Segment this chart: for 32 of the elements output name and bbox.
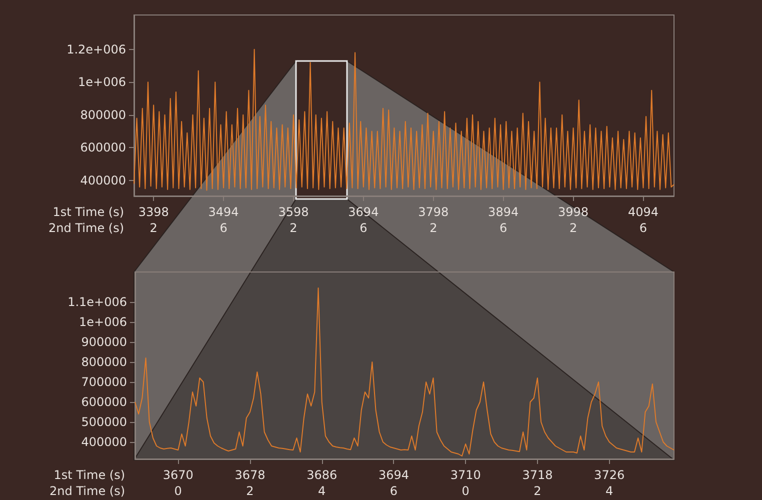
x-tick-label: 3686 4 [306,468,338,498]
x-tick-label: 3718 2 [522,468,553,498]
y-tick-label: 400000 [81,435,127,449]
y-tick-label: 700000 [81,375,127,389]
x-tick-label: 3726 4 [594,468,625,498]
line-series [134,288,674,456]
x-tick-label: 3894 6 [488,205,519,235]
y-tick-label: 600000 [81,395,127,409]
x-tick-label: 3598 2 [278,205,309,235]
y-tick-label: 1e+006 [78,75,126,90]
x-axis-title: 1st Time (s) 2nd Time (s) [50,468,125,498]
x-tick-label: 4094 6 [628,205,658,235]
x-tick-label: 3710 0 [450,468,481,498]
x-tick-label: 3694 6 [378,468,409,498]
x-tick-label: 3678 2 [234,468,266,498]
y-tick-label: 1e+006 [79,315,127,329]
x-tick-label: 3798 2 [418,205,449,235]
y-tick-label: 600000 [80,140,126,155]
y-tick-label: 400000 [80,173,126,188]
x-tick-label: 3694 6 [348,205,379,235]
y-tick-label: 1.2e+006 [66,42,126,56]
x-tick-label: 3998 2 [558,205,589,235]
y-tick-label: 1.1e+006 [68,295,127,309]
y-tick-label: 900000 [81,335,127,349]
x-tick-label: 3670 0 [162,468,194,498]
line-series [134,48,674,191]
y-tick-label: 500000 [81,415,127,429]
y-tick-label: 800000 [81,355,127,369]
x-tick-label: 3398 2 [138,205,169,235]
x-tick-label: 3494 6 [208,205,239,235]
x-axis-title: 1st Time (s) 2nd Time (s) [48,205,124,235]
y-tick-label: 800000 [80,108,126,122]
